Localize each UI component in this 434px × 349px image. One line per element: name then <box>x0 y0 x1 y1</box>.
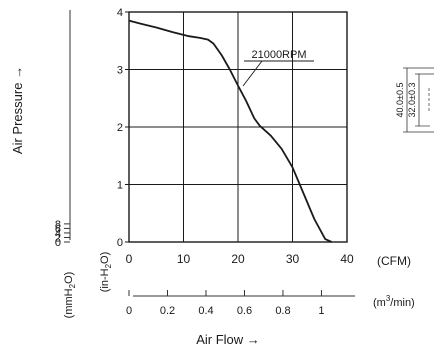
y-axis-title: Air Pressure → <box>10 66 25 154</box>
m3-unit-end: /min) <box>390 297 414 309</box>
y-tick-label: 1 <box>117 180 123 192</box>
dimension-label-outer: 40.0±0.5 <box>395 83 405 118</box>
x-axis-title: Air Flow → <box>196 332 260 347</box>
x-axis-ticks: 0 10 20 30 40 <box>126 252 354 266</box>
series-label: 21000RPM <box>251 49 306 61</box>
cfm-unit: (CFM) <box>377 254 411 268</box>
m3-axis-ticks: 0 0.2 0.4 0.6 0.8 1 <box>126 290 325 317</box>
dimension-label-inner: 32.0±0.3 <box>407 83 417 118</box>
mm-tick-label: 4 <box>55 228 61 240</box>
x-tick-label: 30 <box>286 252 300 266</box>
m3-tick-label: 0.6 <box>237 305 252 317</box>
y-tick-label: 4 <box>117 7 123 19</box>
in-unit-base: (in-H <box>99 268 111 292</box>
m3-tick-label: 0.2 <box>160 305 175 317</box>
in-axis-unit: (in-H2O) <box>99 252 113 293</box>
m3-tick-label: 0.8 <box>275 305 290 317</box>
series-label-leader <box>242 60 263 87</box>
in-unit-end: O) <box>99 252 111 264</box>
mm-axis-unit: (mmH2O) <box>63 272 77 319</box>
y-tick-label: 2 <box>117 122 123 134</box>
x-tick-label: 10 <box>177 252 191 266</box>
pressure-curve-21000rpm <box>128 19 333 243</box>
mm-tick-label: 6 <box>55 223 61 235</box>
x-tick-label: 20 <box>231 252 245 266</box>
plot-grid <box>129 12 347 242</box>
dimension-drawing: 40.0±0.5 32.0±0.3 <box>395 67 434 133</box>
in-unit-sub: 2 <box>104 263 113 268</box>
m3-unit-base: (m <box>373 297 386 309</box>
mm-unit-end: O) <box>63 272 75 284</box>
y-tick-label: 3 <box>117 65 123 77</box>
mm-unit-base: (mmH <box>63 288 75 318</box>
m3-unit: (m3/min) <box>373 294 415 309</box>
x-tick-label: 40 <box>340 252 354 266</box>
mm-tick-label: 8 <box>55 219 61 231</box>
m3-unit-sup: 3 <box>386 294 391 303</box>
y-axis-ticks: 0 1 2 3 4 <box>117 7 129 249</box>
m3-tick-label: 1 <box>318 305 324 317</box>
mm-unit-sub: 2 <box>68 283 77 288</box>
m3-tick-label: 0 <box>126 305 132 317</box>
mm-tick-label: 2 <box>55 232 61 244</box>
mm-tick-label: 0 <box>55 237 61 249</box>
m3-tick-label: 0.4 <box>198 305 213 317</box>
y-tick-label: 0 <box>117 237 123 249</box>
x-tick-label: 0 <box>126 252 133 266</box>
